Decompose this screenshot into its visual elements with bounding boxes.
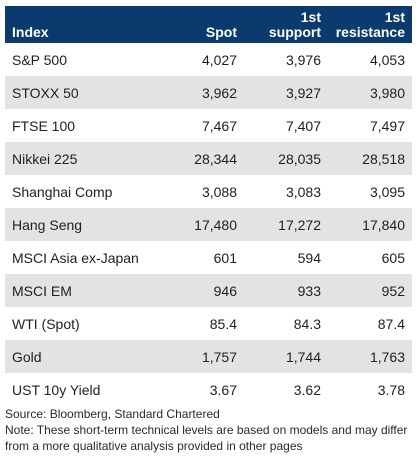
cell-support: 3.62 xyxy=(293,381,321,398)
cell-index: Nikkei 225 xyxy=(12,150,78,167)
cell-index: Shanghai Comp xyxy=(12,183,113,200)
cell-support: 3,927 xyxy=(285,84,321,101)
table-body: S&P 500 4,027 3,976 4,053 STOXX 50 3,962 3,927… xyxy=(5,43,412,406)
table-header-row: Index Spot 1st support 1st resistance xyxy=(5,6,412,43)
cell-index: Gold xyxy=(12,348,42,365)
header-first-resistance-line1: 1st xyxy=(384,9,405,25)
cell-resistance: 952 xyxy=(381,282,405,299)
table-row: Gold 1,757 1,744 1,763 xyxy=(5,340,412,373)
source-text: Source: Bloomberg, Standard Chartered xyxy=(5,407,220,421)
table-row: WTI (Spot) 85.4 84.3 87.4 xyxy=(5,307,412,340)
cell-index: MSCI EM xyxy=(12,282,72,299)
table-row: STOXX 50 3,962 3,927 3,980 xyxy=(5,76,412,109)
cell-index: WTI (Spot) xyxy=(12,315,80,332)
header-first-support: 1st support xyxy=(244,6,328,43)
header-spot: Spot xyxy=(205,24,237,40)
cell-index: S&P 500 xyxy=(12,51,68,68)
technical-levels-table: Index Spot 1st support 1st resistance S&… xyxy=(5,6,412,406)
header-first-resistance: 1st resistance xyxy=(328,6,412,43)
table-row: UST 10y Yield 3.67 3.62 3.78 xyxy=(5,373,412,406)
table-row: MSCI EM 946 933 952 xyxy=(5,274,412,307)
table-notes: Source: Bloomberg, Standard Chartered No… xyxy=(5,406,412,454)
cell-support: 3,083 xyxy=(285,183,321,200)
cell-spot: 85.4 xyxy=(209,315,237,332)
cell-support: 3,976 xyxy=(285,51,321,68)
cell-support: 1,744 xyxy=(285,348,321,365)
cell-index: Hang Seng xyxy=(12,216,83,233)
cell-resistance: 87.4 xyxy=(377,315,405,332)
cell-support: 7,407 xyxy=(285,117,321,134)
cell-support: 933 xyxy=(297,282,321,299)
table-row: Shanghai Comp 3,088 3,083 3,095 xyxy=(5,175,412,208)
cell-resistance: 7,497 xyxy=(369,117,405,134)
note-text: Note: These short-term technical levels … xyxy=(5,423,408,453)
header-index: Index xyxy=(12,24,49,40)
table-row: Nikkei 225 28,344 28,035 28,518 xyxy=(5,142,412,175)
cell-resistance: 17,840 xyxy=(362,216,405,233)
cell-spot: 1,757 xyxy=(201,348,237,365)
cell-spot: 3,088 xyxy=(201,183,237,200)
cell-resistance: 605 xyxy=(381,249,405,266)
header-first-support-line1: 1st xyxy=(300,9,321,25)
header-first-resistance-line2: resistance xyxy=(335,24,405,40)
cell-spot: 17,480 xyxy=(194,216,237,233)
cell-support: 594 xyxy=(297,249,321,266)
cell-support: 28,035 xyxy=(278,150,321,167)
cell-spot: 4,027 xyxy=(201,51,237,68)
cell-resistance: 3,095 xyxy=(369,183,405,200)
cell-spot: 7,467 xyxy=(201,117,237,134)
cell-support: 84.3 xyxy=(293,315,321,332)
table-row: S&P 500 4,027 3,976 4,053 xyxy=(5,43,412,76)
table-row: FTSE 100 7,467 7,407 7,497 xyxy=(5,109,412,142)
cell-index: UST 10y Yield xyxy=(12,381,101,398)
header-first-support-line2: support xyxy=(268,24,321,40)
cell-resistance: 4,053 xyxy=(369,51,405,68)
cell-spot: 28,344 xyxy=(194,150,237,167)
cell-resistance: 3.78 xyxy=(377,381,405,398)
cell-spot: 3,962 xyxy=(201,84,237,101)
cell-spot: 946 xyxy=(213,282,237,299)
cell-index: STOXX 50 xyxy=(12,84,79,101)
cell-resistance: 3,980 xyxy=(369,84,405,101)
table-row: MSCI Asia ex-Japan 601 594 605 xyxy=(5,241,412,274)
cell-support: 17,272 xyxy=(278,216,321,233)
cell-spot: 601 xyxy=(213,249,237,266)
cell-spot: 3.67 xyxy=(209,381,237,398)
cell-resistance: 28,518 xyxy=(362,150,405,167)
table-row: Hang Seng 17,480 17,272 17,840 xyxy=(5,208,412,241)
cell-resistance: 1,763 xyxy=(369,348,405,365)
cell-index: FTSE 100 xyxy=(12,117,76,134)
cell-index: MSCI Asia ex-Japan xyxy=(12,249,139,266)
